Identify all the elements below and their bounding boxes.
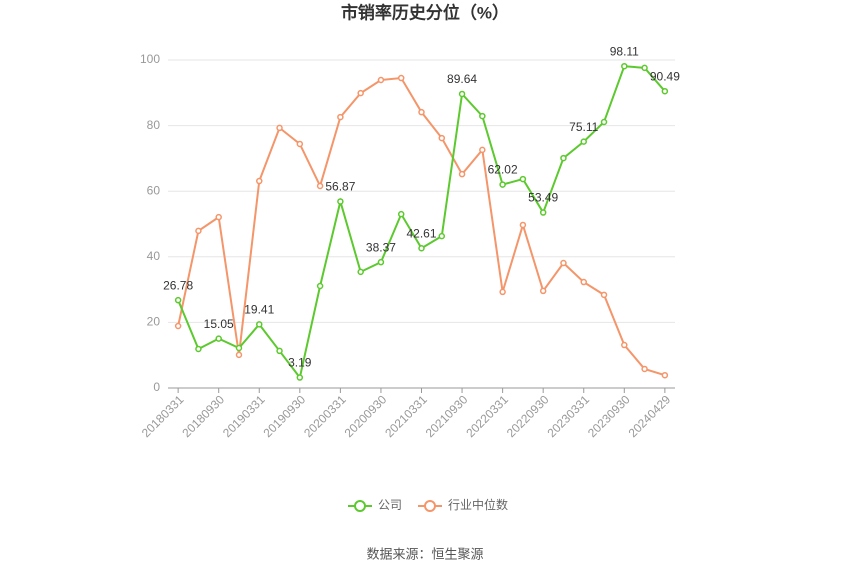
y-tick-label: 20 xyxy=(147,315,161,329)
y-tick-label: 80 xyxy=(147,118,161,132)
point xyxy=(499,288,506,296)
point xyxy=(560,154,567,162)
data-label: 89.64 xyxy=(447,72,477,86)
point xyxy=(560,259,567,267)
point xyxy=(418,244,425,252)
data-label: 38.37 xyxy=(366,240,396,254)
x-tick-label: 20210331 xyxy=(382,392,430,440)
point xyxy=(438,232,446,240)
point xyxy=(580,138,587,145)
point xyxy=(174,296,182,304)
y-tick-label: 60 xyxy=(147,183,161,197)
point xyxy=(458,90,466,98)
point xyxy=(458,170,466,178)
point xyxy=(276,124,283,132)
data-label: 62.02 xyxy=(488,163,518,177)
data-label: 53.49 xyxy=(528,191,558,205)
point xyxy=(519,175,527,183)
point xyxy=(296,140,304,148)
point xyxy=(276,347,283,355)
legend-marker xyxy=(354,500,366,512)
point xyxy=(397,210,405,218)
data-label: 26.78 xyxy=(163,278,193,292)
x-tick-label: 20220930 xyxy=(504,392,552,440)
x-tick-label: 20190331 xyxy=(220,392,268,440)
data-label: 42.61 xyxy=(406,226,436,240)
point xyxy=(357,89,364,97)
point xyxy=(661,371,669,379)
chart-title: 市销率历史分位（%） xyxy=(341,2,509,22)
data-label: 3.19 xyxy=(288,356,312,370)
x-tick-label: 20180930 xyxy=(179,392,227,440)
x-tick-label: 20230331 xyxy=(544,392,592,440)
point xyxy=(438,134,446,142)
x-tick-label: 20180331 xyxy=(139,392,187,440)
point xyxy=(418,108,425,116)
data-label: 15.05 xyxy=(204,317,234,331)
data-label: 90.49 xyxy=(650,69,680,83)
point xyxy=(316,282,324,290)
point xyxy=(235,351,243,359)
point xyxy=(397,74,405,82)
point xyxy=(479,146,486,154)
point xyxy=(337,198,344,205)
point xyxy=(479,112,486,120)
data-label: 98.11 xyxy=(610,44,639,58)
legend-marker xyxy=(424,500,436,512)
x-tick-label: 20200930 xyxy=(342,392,390,440)
point xyxy=(174,322,182,330)
point xyxy=(519,221,527,229)
y-tick-label: 0 xyxy=(153,380,160,394)
point xyxy=(195,345,202,353)
point xyxy=(377,258,385,266)
point xyxy=(641,365,648,373)
point xyxy=(621,62,628,70)
point xyxy=(316,182,324,190)
point xyxy=(499,181,506,188)
point xyxy=(357,268,364,276)
point xyxy=(600,291,608,299)
point xyxy=(661,87,669,95)
point xyxy=(337,113,344,121)
point xyxy=(215,213,222,221)
y-tick-label: 100 xyxy=(140,52,160,66)
point xyxy=(215,335,222,342)
y-tick-label: 40 xyxy=(147,249,161,263)
point xyxy=(539,287,547,295)
point xyxy=(256,321,263,328)
data-label: 19.41 xyxy=(244,303,274,317)
point xyxy=(256,177,263,185)
legend-label: 公司 xyxy=(378,498,402,512)
point xyxy=(296,374,304,381)
x-tick-label: 20220331 xyxy=(463,392,511,440)
point xyxy=(600,118,608,126)
point xyxy=(580,278,587,286)
point xyxy=(539,209,547,216)
x-tick-label: 20200331 xyxy=(301,392,349,440)
data-label: 75.11 xyxy=(569,120,598,134)
point xyxy=(235,344,243,352)
legend-label: 行业中位数 xyxy=(448,497,508,512)
x-tick-label: 20190930 xyxy=(261,392,309,440)
point xyxy=(377,76,385,84)
source-note: 数据来源：恒生聚源 xyxy=(366,546,483,561)
x-tick-label: 20240429 xyxy=(626,392,674,440)
x-tick-label: 20230930 xyxy=(585,392,633,440)
x-tick-label: 20210930 xyxy=(423,392,471,440)
point xyxy=(621,341,628,349)
point xyxy=(195,227,202,235)
data-label: 56.87 xyxy=(325,180,355,194)
point xyxy=(641,64,648,72)
